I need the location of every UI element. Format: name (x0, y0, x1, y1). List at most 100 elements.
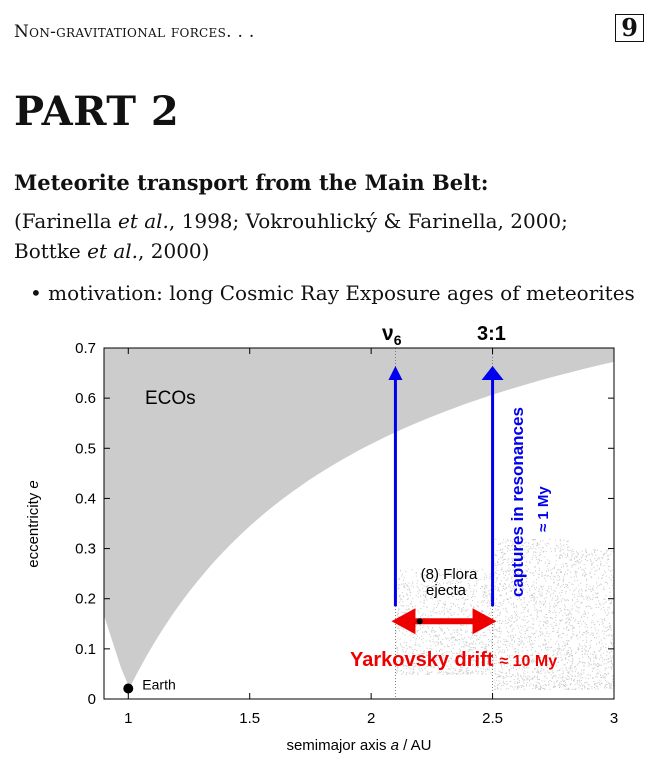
asteroid-point (550, 569, 552, 571)
asteroid-point (600, 654, 602, 656)
asteroid-point (519, 589, 521, 591)
asteroid-point (600, 618, 602, 620)
asteroid-point (540, 685, 542, 687)
asteroid-point (517, 598, 519, 600)
asteroid-point (521, 544, 523, 546)
asteroid-point (498, 602, 500, 604)
asteroid-point (515, 606, 517, 608)
asteroid-point (521, 604, 523, 606)
asteroid-point (568, 582, 570, 583)
asteroid-point (540, 686, 542, 688)
asteroid-point (513, 688, 515, 690)
asteroid-point (529, 562, 531, 564)
asteroid-point (575, 564, 577, 566)
asteroid-point (550, 674, 552, 676)
asteroid-point (407, 598, 409, 600)
asteroid-point (460, 668, 462, 670)
asteroid-point (538, 588, 540, 590)
asteroid-point (542, 540, 544, 542)
asteroid-point (405, 650, 407, 652)
asteroid-point (508, 662, 510, 664)
asteroid-point (594, 627, 596, 629)
asteroid-point (592, 622, 594, 624)
asteroid-point (533, 575, 535, 577)
asteroid-point (560, 595, 562, 597)
asteroid-point (475, 643, 477, 645)
asteroid-point (452, 652, 453, 654)
asteroid-point (398, 625, 400, 627)
asteroid-point (399, 595, 400, 597)
asteroid-point (548, 570, 549, 572)
asteroid-point (447, 610, 449, 612)
asteroid-point (525, 679, 527, 681)
asteroid-point (481, 671, 482, 672)
asteroid-point (486, 595, 488, 597)
asteroid-point (448, 629, 449, 631)
asteroid-point (536, 660, 538, 662)
asteroid-point (497, 684, 499, 685)
asteroid-point (562, 598, 564, 600)
asteroid-point (571, 553, 573, 555)
asteroid-point (594, 558, 596, 560)
asteroid-point (561, 667, 563, 669)
asteroid-point (471, 670, 473, 672)
asteroid-point (503, 573, 504, 575)
asteroid-point (508, 573, 510, 575)
asteroid-point (469, 649, 471, 651)
asteroid-point (586, 630, 587, 632)
asteroid-point (591, 639, 592, 641)
asteroid-point (547, 663, 549, 665)
asteroid-point (501, 569, 503, 570)
asteroid-point (610, 625, 612, 626)
asteroid-point (446, 582, 448, 584)
asteroid-point (522, 606, 524, 608)
asteroid-point (559, 674, 561, 676)
asteroid-point (574, 603, 576, 605)
asteroid-point (549, 560, 551, 562)
asteroid-point (538, 666, 540, 668)
asteroid-point (519, 580, 521, 582)
asteroid-point (604, 673, 606, 675)
asteroid-point (457, 590, 459, 592)
asteroid-point (456, 572, 458, 574)
asteroid-point (604, 669, 606, 671)
citation-text-2: , 1998; Vokrouhlický & Farinella, 2000; (168, 209, 568, 233)
asteroid-point (494, 668, 496, 670)
asteroid-point (513, 606, 515, 608)
asteroid-point (473, 591, 475, 593)
asteroid-point (438, 623, 440, 625)
asteroid-point (414, 655, 416, 657)
asteroid-point (448, 640, 450, 642)
asteroid-point (545, 550, 547, 552)
asteroid-point (559, 649, 561, 651)
asteroid-point (450, 663, 452, 665)
asteroid-point (568, 655, 570, 657)
asteroid-point (529, 590, 531, 592)
asteroid-point (459, 651, 461, 653)
asteroid-point (519, 583, 521, 585)
asteroid-point (427, 655, 429, 656)
asteroid-point (532, 688, 534, 690)
asteroid-point (589, 647, 591, 649)
asteroid-point (540, 670, 542, 672)
asteroid-point (521, 658, 522, 660)
asteroid-point (575, 572, 577, 574)
asteroid-point (504, 589, 506, 591)
asteroid-point (550, 623, 552, 625)
asteroid-point (469, 584, 470, 586)
asteroid-point (594, 656, 596, 658)
asteroid-point (573, 680, 574, 681)
asteroid-point (409, 591, 411, 593)
asteroid-point (568, 640, 570, 642)
asteroid-point (415, 626, 416, 627)
asteroid-point (404, 613, 406, 615)
asteroid-point (508, 663, 509, 665)
asteroid-point (529, 572, 531, 574)
asteroid-point (540, 595, 542, 597)
asteroid-point (415, 665, 416, 667)
asteroid-point (567, 640, 569, 642)
asteroid-point (561, 554, 563, 556)
asteroid-point (500, 672, 502, 674)
asteroid-point (587, 665, 589, 667)
asteroid-point (536, 543, 538, 545)
